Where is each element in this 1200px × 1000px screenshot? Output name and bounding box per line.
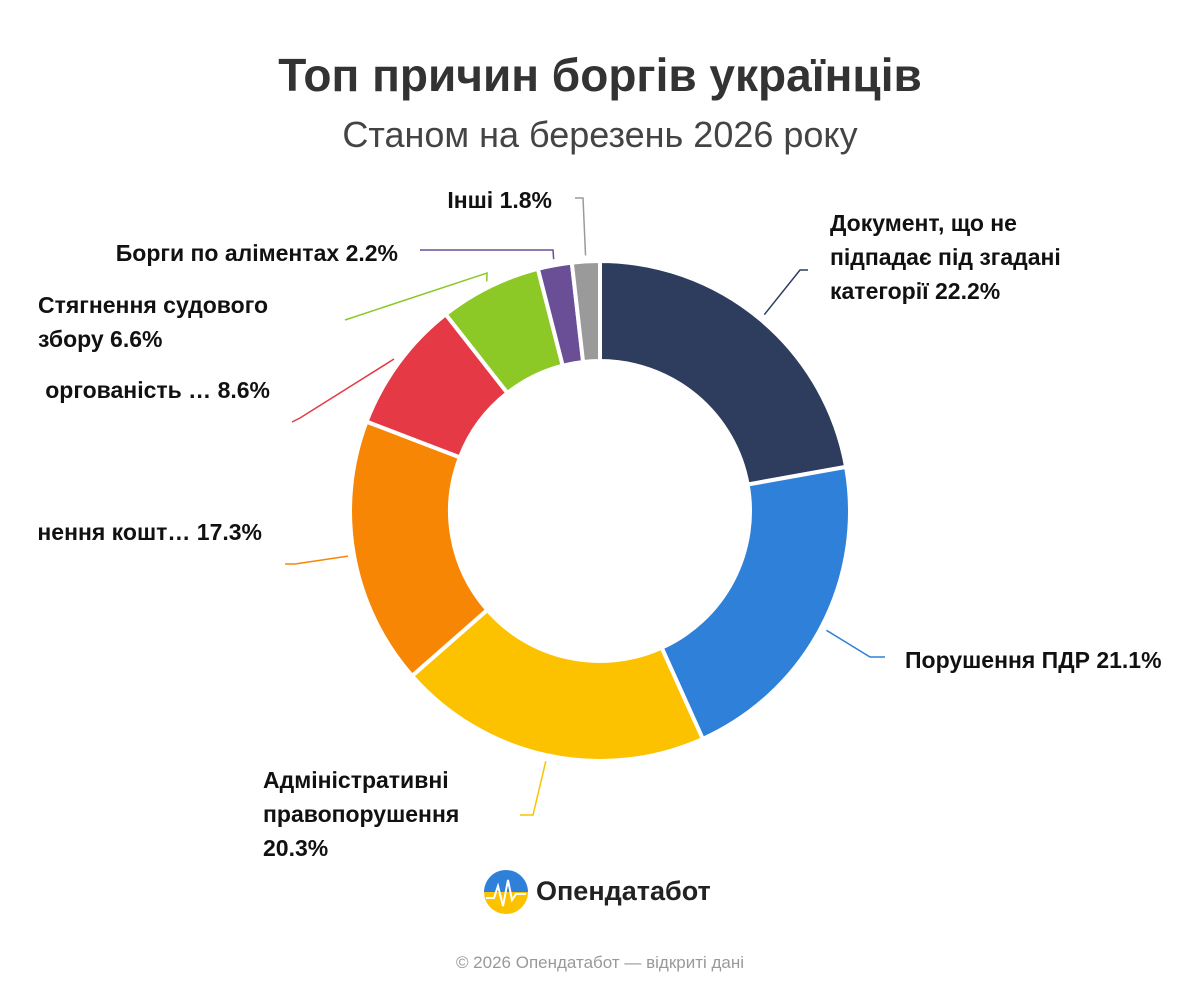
slice-label: Інші 1.8% [447, 183, 552, 217]
footer: © 2026 Опендатабот — відкриті дані [455, 953, 745, 972]
label-value: 2.2% [345, 240, 398, 266]
slice [569, 259, 602, 364]
slice [410, 607, 705, 763]
label-value: 21.1% [1096, 647, 1162, 673]
label-category: Порушення ПДР [905, 647, 1090, 673]
leader-line [763, 269, 808, 316]
slice-label: Стягнення судового збору 6.6% [38, 288, 338, 356]
slice-label: Порушення ПДР 21.1% [905, 643, 1162, 677]
slice-label: нення кошт… 17.3% [37, 515, 262, 549]
leader-line [344, 271, 488, 321]
label-category: Борги по аліментах [115, 240, 340, 266]
label-category: Інші [447, 187, 494, 213]
slice [659, 464, 852, 741]
slice-label: Адміністративні правопорушення 20.3% [263, 763, 513, 865]
leader-line [520, 761, 547, 816]
brand: Опендатабот [536, 876, 711, 906]
label-value: 8.6% [217, 377, 270, 403]
slice [348, 419, 490, 678]
label-category: Документ, що не підпадає під згадані кат… [830, 210, 1061, 304]
label-category: Адміністративні правопорушення [263, 767, 460, 827]
label-value: 1.8% [499, 187, 552, 213]
slice [598, 259, 849, 487]
leader-line [420, 249, 555, 260]
slice-label: оргованість … 8.6% [45, 373, 270, 407]
leader-line [291, 358, 395, 423]
label-category: Стягнення судового збору [38, 292, 269, 352]
slice-label: Борги по аліментах 2.2% [116, 236, 398, 270]
label-value: 22.2% [934, 278, 1001, 304]
label-value: 17.3% [196, 519, 262, 545]
logo-wave [486, 879, 526, 907]
leader-line [575, 197, 587, 256]
label-value: 6.6% [110, 326, 163, 352]
leader-line [826, 629, 885, 658]
label-value: 20.3% [263, 835, 329, 861]
chart-title: Топ причин боргів українців [278, 49, 922, 101]
slice-label: Документ, що не підпадає під згадані кат… [830, 206, 1090, 308]
label-category: нення кошт… [37, 519, 191, 545]
leader-line [285, 555, 349, 565]
label-category: оргованість … [45, 377, 212, 403]
chart-subtitle: Станом на березень 2026 року [342, 114, 858, 155]
